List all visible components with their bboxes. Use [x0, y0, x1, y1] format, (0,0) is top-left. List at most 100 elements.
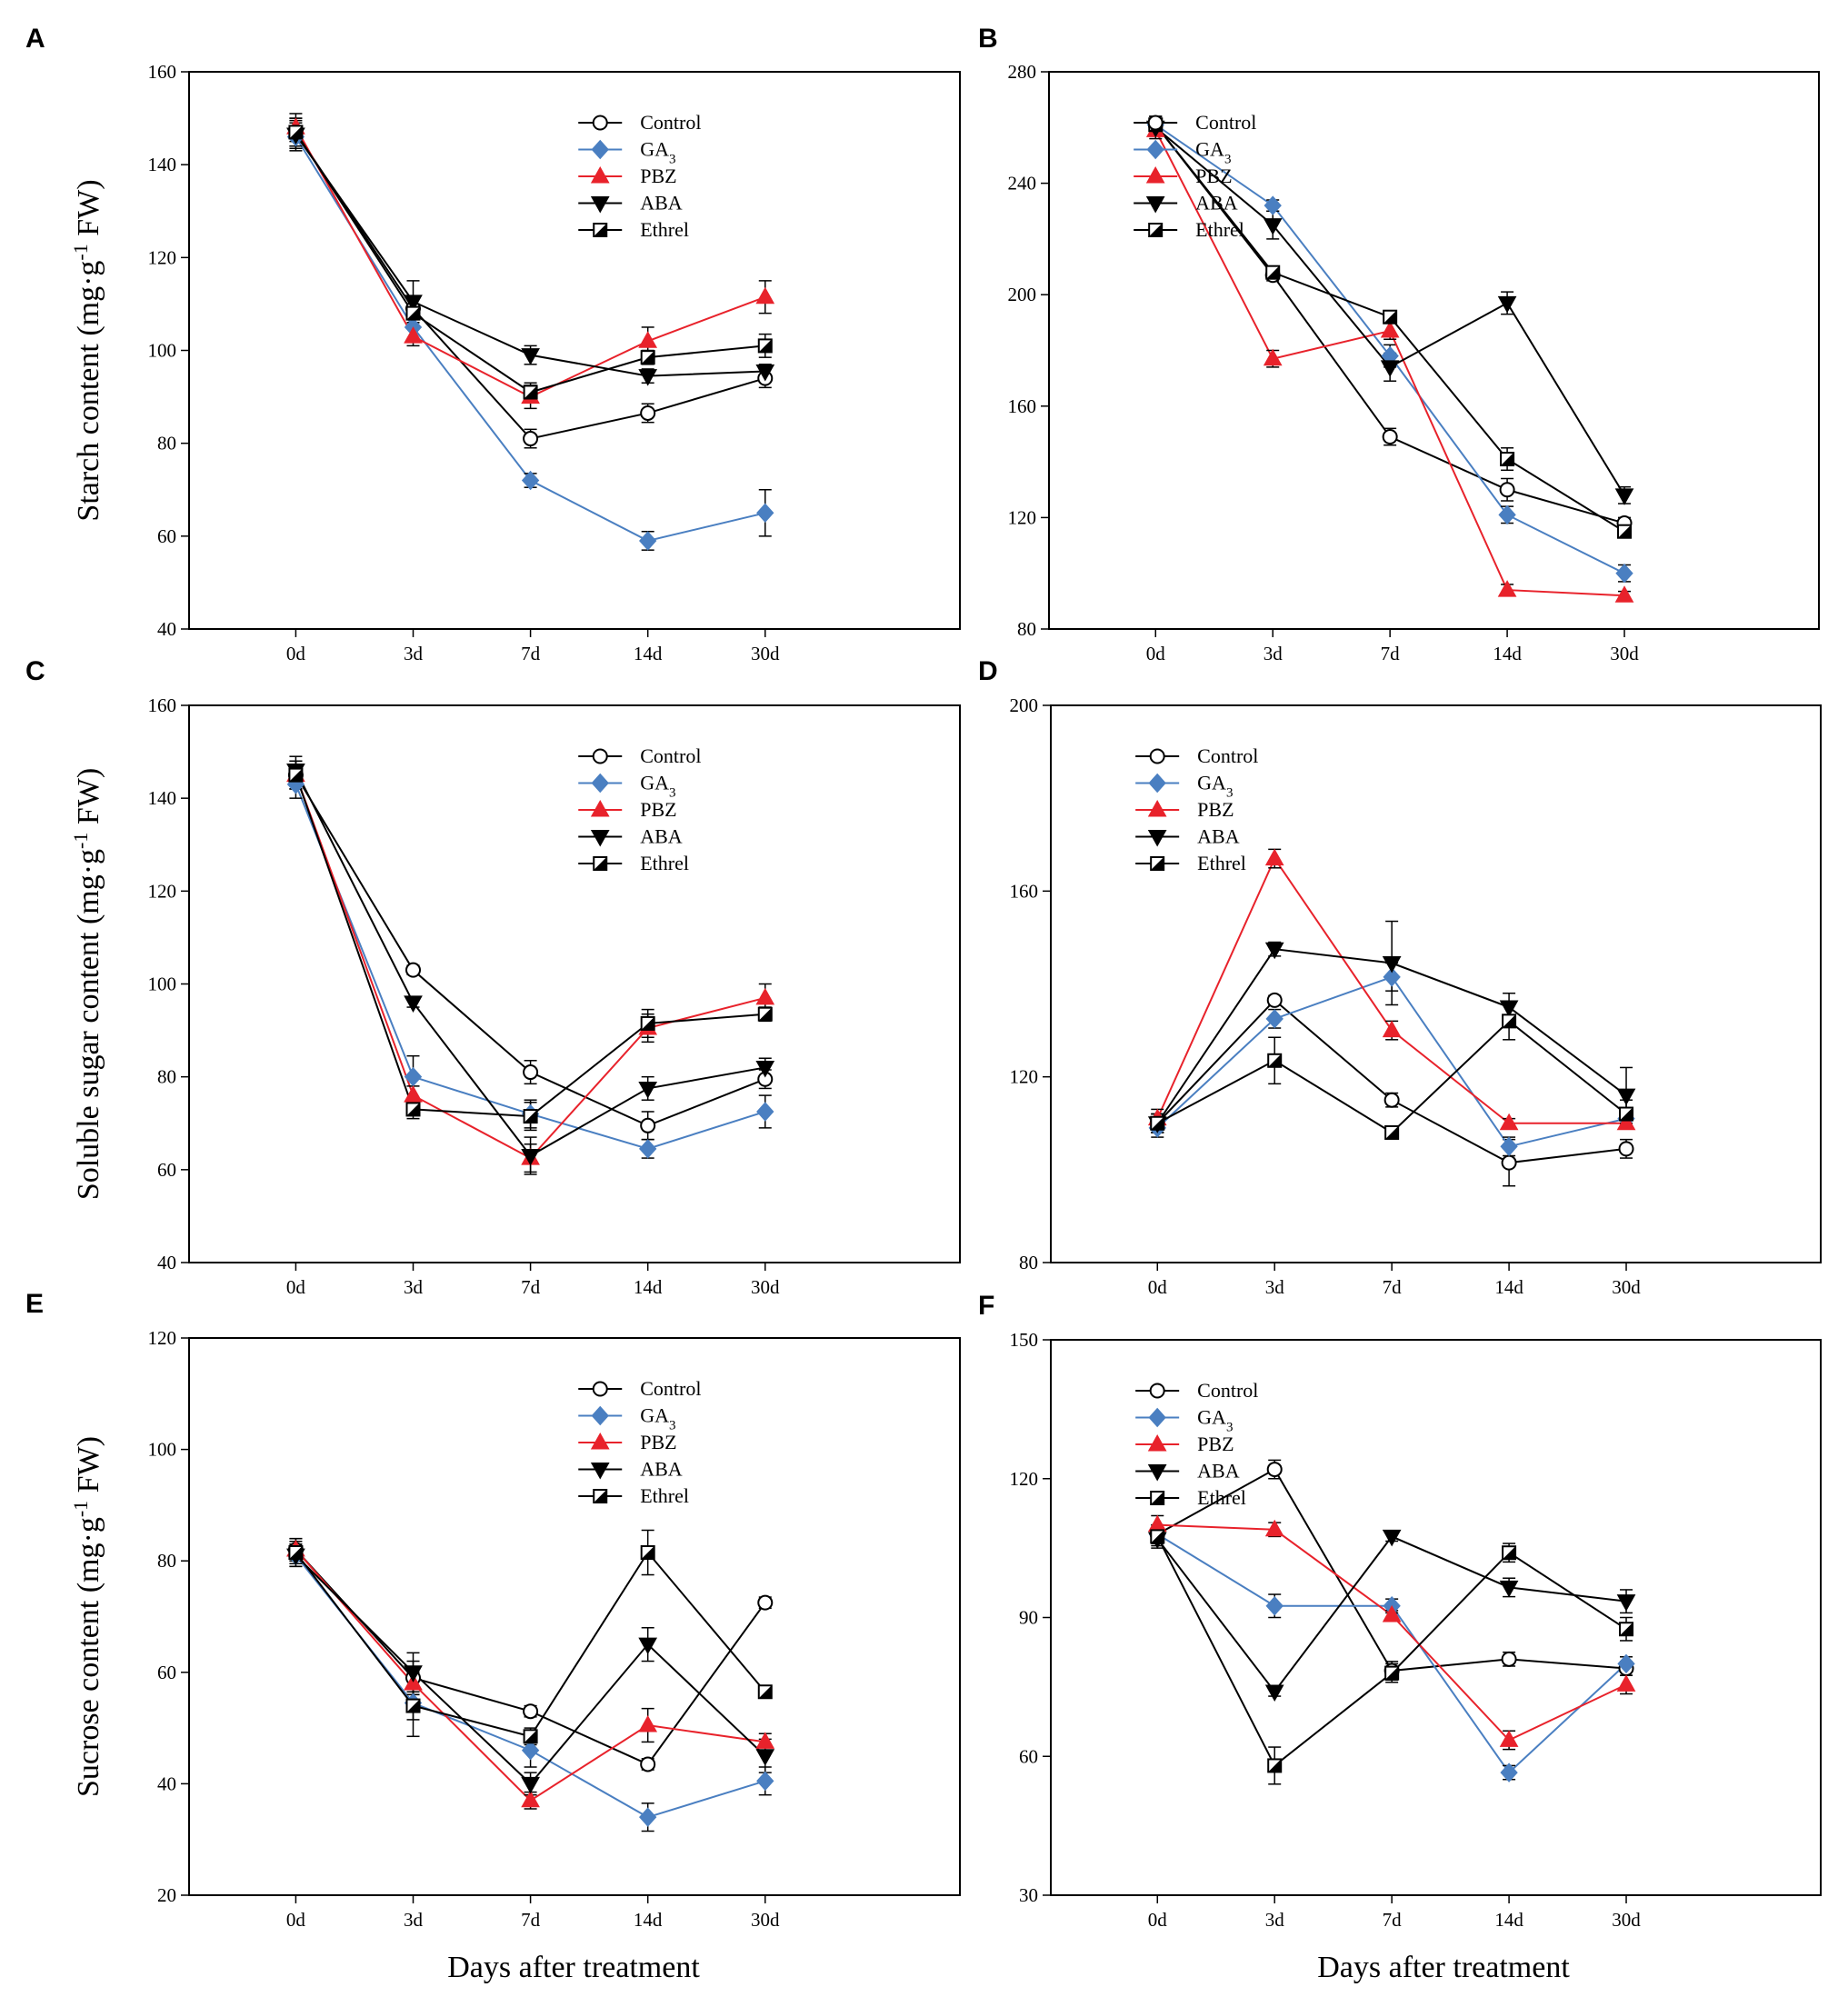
panel-d-xtick-label: 0d — [1148, 1276, 1168, 1298]
panel-e-point-aba — [521, 1776, 540, 1794]
legend-label-ethrel: Ethrel — [640, 218, 689, 241]
legend-item-control: Control — [1135, 744, 1258, 767]
legend-label-control: Control — [1197, 1379, 1258, 1402]
panel-b-point-control — [1382, 429, 1398, 445]
panel-a-point-ethrel — [405, 305, 421, 321]
panel-d-point-pbz — [1616, 1113, 1636, 1131]
panel-b: B 80 120 160 200 240 280 0d 3d 7d 14d 30d Control GA3… — [978, 24, 1820, 664]
legend-marker-aba — [590, 196, 610, 214]
panel-c-point-pbz — [404, 1085, 423, 1103]
legend-label-pbz: PBZ — [1197, 1433, 1234, 1455]
legend-label-control: Control — [640, 1377, 701, 1400]
panel-d-point-ethrel — [1267, 1053, 1283, 1068]
legend-marker-aba — [1147, 830, 1167, 847]
panel-b-plot-frame — [1048, 71, 1820, 630]
panel-b-point-ga3 — [1498, 504, 1516, 525]
panel-e-xtick-label: 30d — [751, 1909, 780, 1931]
legend-item-ethrel: Ethrel — [578, 218, 689, 241]
panel-f-xtick-label: 14d — [1494, 1909, 1523, 1931]
panel-e: E 20 40 60 80 100 120 0d 3d 7d 14d 30d Sucrose conte… — [25, 1289, 961, 1931]
panel-a-point-aba — [521, 348, 540, 365]
legend-marker-aba — [590, 1463, 610, 1480]
legend-label-control: Control — [640, 744, 701, 767]
panel-e-point-pbz — [638, 1715, 658, 1732]
panel-d-point-aba — [1382, 956, 1402, 974]
panel-d-point-control — [1618, 1141, 1634, 1157]
legend-marker-pbz — [1147, 799, 1167, 817]
panel-a-y-axis-label: Starch content (mg·g-1 FW) — [69, 179, 106, 521]
panel-b-point-aba — [1614, 488, 1634, 505]
panel-c-letter: C — [25, 656, 45, 686]
panel-e-ytick-label: 40 — [157, 1772, 176, 1794]
legend-label-aba: ABA — [640, 1458, 683, 1481]
panel-b-point-ga3 — [1615, 563, 1633, 584]
panel-f-point-aba — [1616, 1594, 1636, 1612]
panel-d-ytick-label: 160 — [1010, 880, 1039, 902]
panel-f-point-aba — [1382, 1529, 1402, 1547]
legend-label-ga3: GA3 — [1197, 1406, 1233, 1435]
panel-a-point-ga3 — [639, 531, 657, 551]
panel-c-point-ethrel — [640, 1015, 655, 1031]
panel-d-xtick-label: 14d — [1494, 1276, 1523, 1298]
legend-label-control: Control — [1195, 111, 1256, 134]
legend-item-control: Control — [1134, 111, 1256, 134]
panel-b-point-ga3 — [1264, 195, 1282, 215]
panel-b-point-ethrel — [1383, 309, 1398, 325]
panel-e-point-control — [757, 1594, 774, 1611]
panel-e-point-ethrel — [757, 1684, 773, 1700]
legend-item-aba: ABA — [1134, 192, 1238, 215]
legend-item-control: Control — [1135, 1379, 1258, 1402]
panel-b-point-pbz — [1380, 321, 1400, 338]
panel-a-point-ethrel — [640, 350, 655, 365]
panel-c-xtick-label: 3d — [404, 1276, 424, 1298]
legend-marker-control — [592, 115, 608, 131]
panel-f-xtick-label: 7d — [1383, 1909, 1403, 1931]
panel-b-xtick-label: 14d — [1493, 643, 1522, 664]
legend-marker-ethrel — [593, 856, 608, 871]
panel-a-ytick-label: 140 — [148, 154, 177, 175]
panel-f-point-control — [1501, 1651, 1517, 1667]
legend-marker-pbz — [590, 165, 610, 184]
legend-marker-pbz — [590, 1432, 610, 1450]
panel-f-ytick-label: 120 — [1010, 1468, 1039, 1490]
panel-f-point-aba — [1264, 1684, 1284, 1702]
legend-marker-ga3 — [591, 139, 609, 160]
panel-c-point-ethrel — [288, 767, 304, 783]
panel-f-point-aba — [1499, 1580, 1519, 1598]
panel-f-point-ethrel — [1502, 1545, 1517, 1561]
legend-marker-ethrel — [593, 223, 608, 237]
legend-item-aba: ABA — [1135, 1460, 1240, 1483]
panel-d-plot-frame — [1050, 704, 1822, 1263]
panel-e-xtick-label: 14d — [634, 1909, 663, 1931]
panel-d-point-aba — [1264, 942, 1284, 960]
panel-f-point-ga3 — [1265, 1596, 1284, 1616]
panel-d-point-pbz — [1382, 1020, 1402, 1038]
panel-c-xtick-label: 14d — [634, 1276, 663, 1298]
panel-e-xtick-label: 0d — [286, 1909, 306, 1931]
panel-e-point-control — [523, 1703, 539, 1720]
panel-c-point-aba — [404, 995, 423, 1013]
legend-label-aba: ABA — [640, 192, 683, 215]
panel-f-point-control — [1266, 1462, 1283, 1478]
legend-marker-pbz — [1147, 1433, 1167, 1452]
panel-e-xtick-label: 7d — [521, 1909, 541, 1931]
panel-e-point-ethrel — [405, 1698, 421, 1713]
panel-f-xtick-label: 3d — [1265, 1909, 1285, 1931]
panel-d-ytick-label: 200 — [1010, 694, 1039, 716]
legend-item-pbz: PBZ — [1135, 798, 1234, 821]
panel-c-point-ga3 — [756, 1102, 774, 1122]
panel-d-point-pbz — [1499, 1113, 1519, 1131]
panel-a-ytick-label: 100 — [148, 340, 177, 362]
panel-d-point-aba — [1499, 1000, 1519, 1018]
panel-b-ytick-label: 80 — [1017, 618, 1036, 640]
legend-marker-ga3 — [1146, 139, 1164, 160]
legend-item-ethrel: Ethrel — [578, 1484, 689, 1507]
legend-marker-control — [592, 1381, 608, 1397]
legend-label-aba: ABA — [640, 825, 683, 848]
panel-d-point-control — [1501, 1154, 1517, 1171]
legend-label-ethrel: Ethrel — [640, 852, 689, 874]
panel-a-point-aba — [755, 364, 775, 382]
